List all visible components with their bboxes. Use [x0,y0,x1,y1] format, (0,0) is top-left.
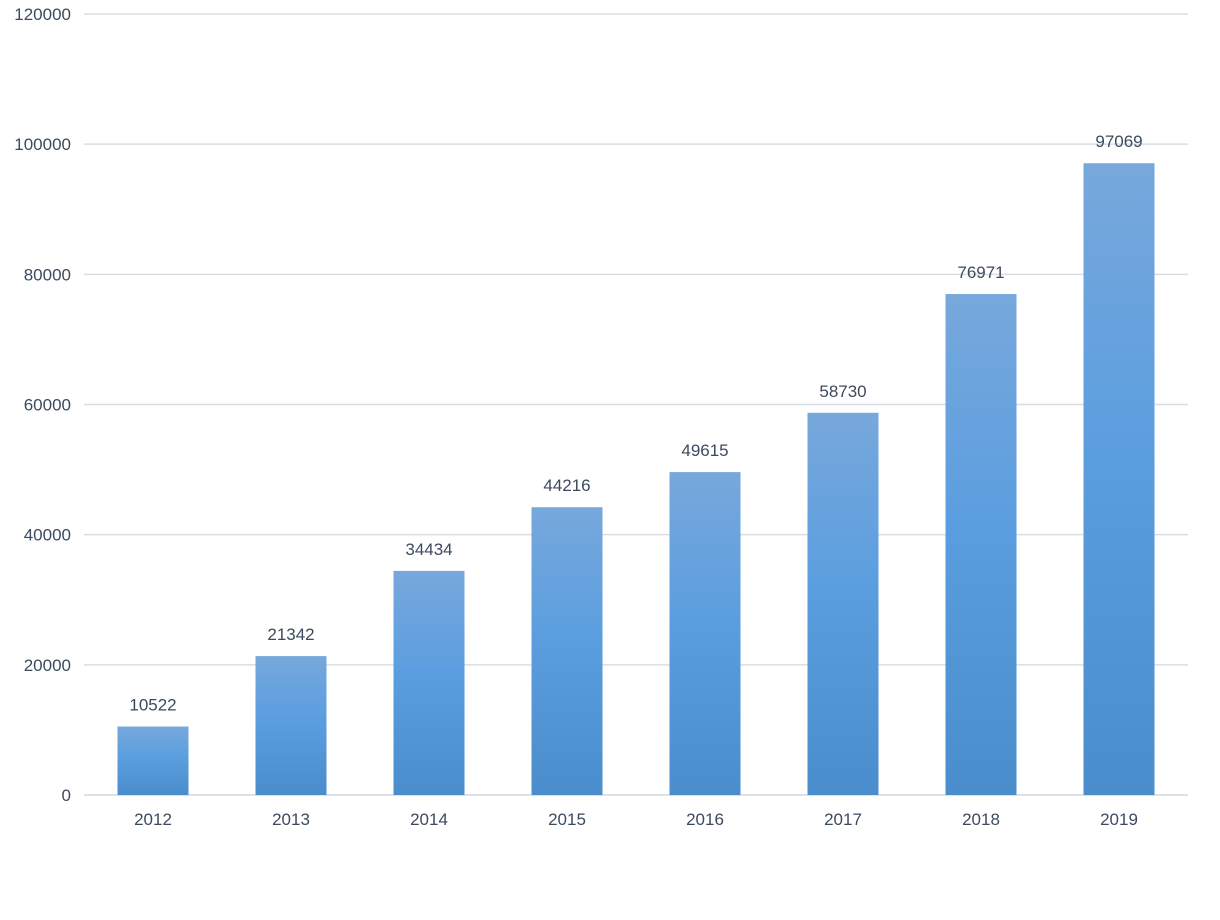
bar-2012 [117,726,189,795]
data-label: 10522 [129,696,176,715]
x-tick-label: 2016 [686,810,724,829]
y-tick-label: 60000 [24,396,71,415]
gridlines [84,13,1188,796]
data-label: 76971 [957,263,1004,282]
x-axis: 2012 2013 2014 2015 2016 2017 2018 2019 [134,810,1138,829]
x-tick-label: 2017 [824,810,862,829]
bar-2015 [531,507,603,795]
data-label: 49615 [681,441,728,460]
x-tick-label: 2019 [1100,810,1138,829]
y-tick-label: 20000 [24,656,71,675]
y-tick-label: 40000 [24,526,71,545]
x-tick-label: 2018 [962,810,1000,829]
bar-2017 [807,412,879,795]
bars [117,163,1155,796]
bar-2019 [1083,163,1155,796]
data-label: 58730 [819,382,866,401]
data-label: 21342 [267,625,314,644]
y-tick-label: 120000 [14,5,71,24]
x-tick-label: 2013 [272,810,310,829]
data-label: 44216 [543,476,590,495]
bar-2016 [669,472,741,795]
y-axis: 0 20000 40000 60000 80000 100000 120000 [14,5,71,805]
y-tick-label: 0 [62,786,71,805]
x-tick-label: 2014 [410,810,448,829]
bar-2018 [945,294,1017,795]
x-tick-label: 2012 [134,810,172,829]
data-labels: 10522 21342 34434 44216 49615 58730 76971 97069 [129,132,1142,714]
data-label: 34434 [405,540,452,559]
bar-2013 [255,656,327,795]
data-label: 97069 [1095,132,1142,151]
y-tick-label: 100000 [14,135,71,154]
x-tick-label: 2015 [548,810,586,829]
y-tick-label: 80000 [24,265,71,284]
bar-2014 [393,570,465,795]
